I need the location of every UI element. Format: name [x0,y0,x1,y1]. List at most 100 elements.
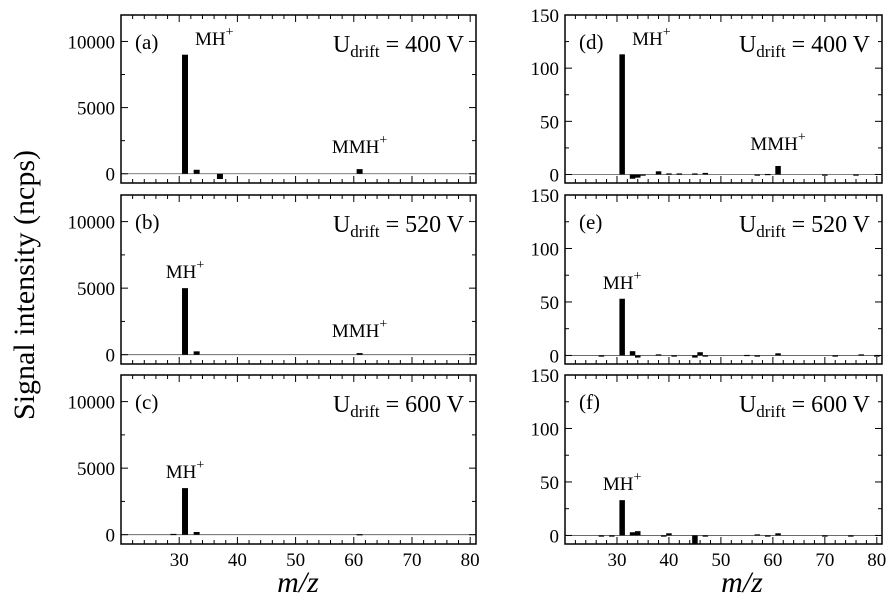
bar [170,533,177,536]
drift-voltage-label: Udrift = 600 V [739,392,871,421]
bar [619,298,625,356]
x-tick-label: 60 [763,550,782,571]
x-tick-label: 40 [228,550,247,571]
x-tick-label: 30 [607,550,626,571]
y-axis-label: Signal intensity (ncps) [8,150,41,420]
bar [193,169,200,174]
peak-annotation: MH+ [195,25,234,50]
drift-voltage-label: Udrift = 400 V [739,32,871,61]
bar [671,355,677,357]
y-tick-label: 5000 [77,459,115,480]
y-tick-label: 10000 [68,393,116,414]
y-tick-label: 100 [531,239,560,260]
plot-frame [120,194,477,365]
plot-frame [120,374,477,545]
bar [635,531,641,536]
bar [182,54,189,174]
y-tick-label: 5000 [77,99,115,120]
drift-voltage-label: Udrift = 520 V [333,212,465,241]
bar [744,354,750,357]
bar [702,535,709,537]
y-tick-label: 5000 [77,279,115,300]
y-tick-label: 100 [531,419,560,440]
bar [775,533,781,536]
panel-label: (d) [579,30,604,54]
panel-label: (e) [579,210,602,234]
bar [832,355,838,357]
y-tick-label: 50 [540,112,559,133]
peak-annotation: MMH+ [332,133,388,158]
plot-frame [564,374,883,545]
plot-frame [564,14,883,184]
bar [702,355,709,357]
bar [182,488,189,535]
x-tick-label: 80 [461,550,480,571]
panel-b: 0 5000 10000 (b) Udrift = 520 V MH+ MMH+ [68,194,477,367]
bar [848,535,854,537]
drift-voltage-label: Udrift = 600 V [333,392,465,421]
y-tick-label: 0 [106,526,116,547]
y-tick-label: 0 [550,346,560,367]
x-tick-label: 30 [170,550,189,571]
peak-annotation: MMH+ [750,130,806,155]
y-tick-label: 150 [531,186,560,207]
panel-label: (a) [135,30,158,54]
bar [356,534,363,536]
x-tick-label: 50 [711,550,730,571]
bar [754,174,761,176]
bar [356,169,363,174]
drift-voltage-label: Udrift = 400 V [333,32,465,61]
y-tick-label: 10000 [68,32,116,53]
bar [655,171,662,175]
x-axis-label-right: m/z [721,566,763,599]
bar [858,354,864,356]
bar [629,532,636,536]
panel-e: 0 50 100 150 (e) Udrift = 520 V MH+ [531,186,883,367]
x-tick-label: 50 [286,550,305,571]
bar [660,535,667,537]
bar [764,535,771,537]
y-tick-label: 0 [106,165,116,186]
drift-voltage-label: Udrift = 520 V [739,212,871,241]
bar [775,353,781,356]
bar [193,351,200,355]
x-tick-label: 60 [344,550,363,571]
bar [609,535,615,537]
peak-annotation: MH+ [166,458,205,483]
bar [754,355,761,357]
x-tick-label: 70 [815,550,834,571]
panel-label: (b) [135,210,160,234]
peak-annotation: MH+ [603,269,642,294]
bar [629,174,636,179]
plot-frame [564,194,883,365]
bar [692,355,698,358]
peak-annotation: MH+ [166,258,205,283]
x-axis-label-left: m/z [277,566,319,599]
panel-a: 0 5000 10000 (a) Udrift = 400 V MH+ MMH+ [68,14,477,186]
bar [598,535,605,537]
peak-annotation: MMH+ [332,317,388,342]
x-tick-label: 40 [659,550,678,571]
bar [692,535,698,544]
y-tick-label: 50 [540,473,559,494]
bar [692,173,698,175]
y-tick-label: 150 [531,6,560,27]
peak-annotation: MH+ [603,470,642,495]
bar [697,352,703,356]
panel-label: (f) [579,390,600,414]
bar [666,173,672,175]
bar [754,534,761,536]
y-tick-label: 10000 [68,213,116,234]
panel-d: 0 50 100 150 (d) Udrift = 400 V MH+ MMH+ [531,6,883,186]
bar [775,165,781,175]
panel-f: 30 40 50 60 70 80 0 50 100 150 (f) Udrift = 600 V MH… [531,366,887,571]
y-tick-label: 0 [106,346,116,367]
bar [702,172,709,175]
bar [629,351,636,356]
panel-label: (c) [135,390,158,414]
plot-frame [120,14,477,184]
bar [640,174,646,176]
bar [822,535,828,537]
